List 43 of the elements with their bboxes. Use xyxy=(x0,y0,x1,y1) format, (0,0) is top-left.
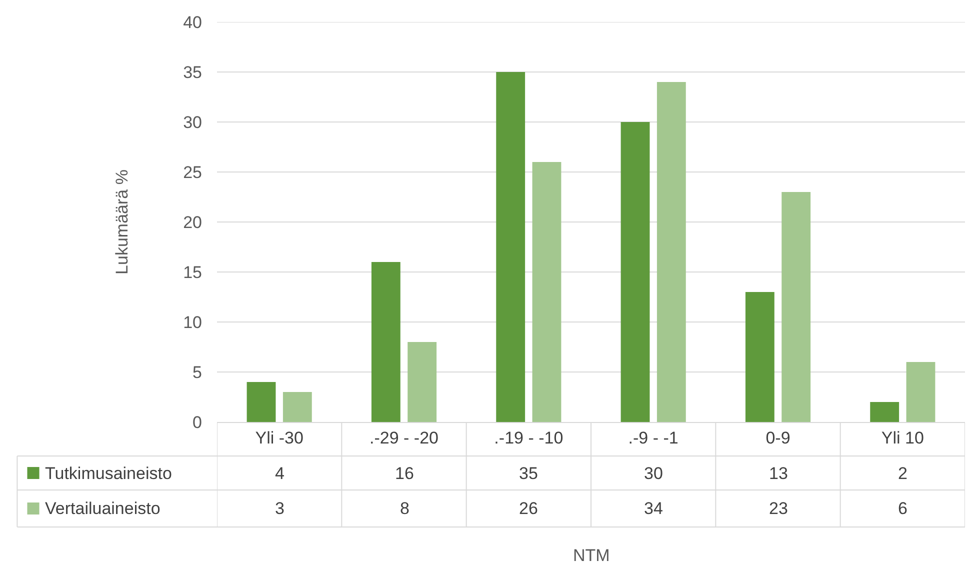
x-tick-label: Yli 10 xyxy=(881,428,924,448)
bar xyxy=(782,192,811,422)
data-label: 16 xyxy=(395,464,414,483)
data-label: 8 xyxy=(400,499,410,518)
y-tick-label: 5 xyxy=(192,362,202,382)
bar xyxy=(745,292,774,422)
x-tick-label: .-9 - -1 xyxy=(628,428,678,448)
bar xyxy=(620,122,650,422)
data-label: 2 xyxy=(898,464,908,483)
x-tick-label: Yli -30 xyxy=(255,428,304,448)
bar xyxy=(282,392,312,422)
legend-label: Vertailuaineisto xyxy=(45,499,160,518)
y-tick-label: 25 xyxy=(183,162,202,182)
data-label: 23 xyxy=(769,499,788,518)
x-tick-label: .-19 - -10 xyxy=(494,428,564,448)
text: NTM xyxy=(573,546,610,565)
y-tick-label: 15 xyxy=(183,262,202,282)
y-tick-label: 40 xyxy=(183,12,202,32)
data-label: 4 xyxy=(275,464,284,483)
legend-label: Tutkimusaineisto xyxy=(45,464,172,483)
y-tick-label: 10 xyxy=(183,312,202,332)
data-label: 26 xyxy=(519,499,538,518)
bar xyxy=(408,342,437,422)
data-label: 35 xyxy=(519,464,538,483)
y-tick-label: 20 xyxy=(183,212,202,232)
bar xyxy=(906,362,936,422)
bar xyxy=(532,162,562,422)
y-tick-label: 30 xyxy=(183,112,202,132)
data-label: 6 xyxy=(898,499,908,518)
bar xyxy=(870,402,900,422)
x-tick-label: .-29 - -20 xyxy=(370,428,438,448)
y-tick-label: 0 xyxy=(192,412,202,432)
data-label: 3 xyxy=(275,499,284,518)
data-label: 34 xyxy=(644,499,663,518)
data-label: 13 xyxy=(769,464,788,483)
y-axis-title: Lukumäärä % xyxy=(112,170,132,274)
data-label: 30 xyxy=(644,464,663,483)
bar xyxy=(371,262,400,422)
y-tick-label: 35 xyxy=(183,62,202,82)
bar xyxy=(246,382,276,422)
x-tick-label: 0-9 xyxy=(766,428,790,448)
bar xyxy=(496,72,526,422)
bar xyxy=(656,82,686,422)
